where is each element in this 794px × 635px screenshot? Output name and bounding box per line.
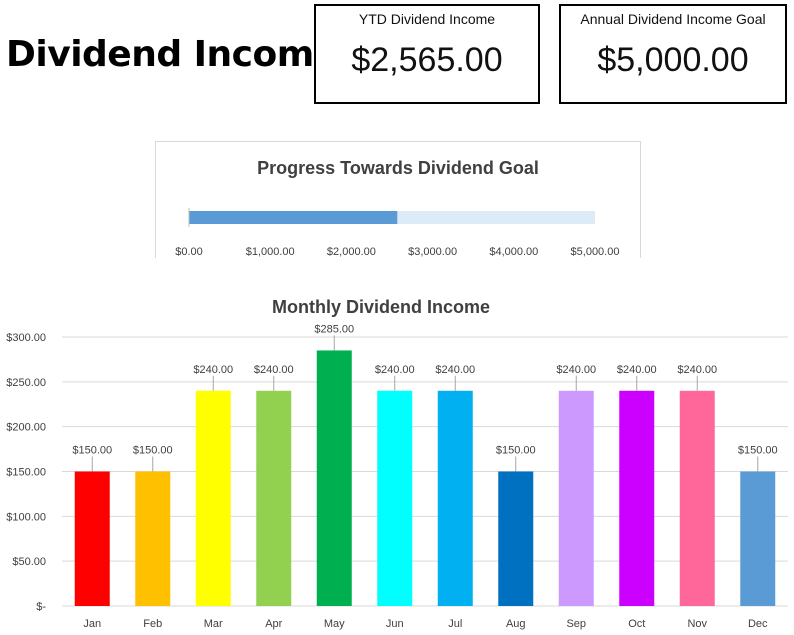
annual-goal-value: $5,000.00 [597,41,749,79]
bar-jan [74,471,110,606]
data-label: $240.00 [677,364,717,376]
y-tick-label: $50.00 [12,556,46,568]
x-tick-label: Apr [265,618,282,630]
progress-chart-title: Progress Towards Dividend Goal [257,158,539,178]
data-label: $240.00 [556,364,596,376]
y-tick-label: $250.00 [6,377,46,389]
progress-x-tick-label: $4,000.00 [489,246,538,258]
x-tick-label: Dec [748,618,768,630]
progress-chart-panel: Progress Towards Dividend Goal $0.00 $1,0… [155,141,641,258]
bar-nov [679,390,715,606]
data-label: $240.00 [254,364,294,376]
data-label: $240.00 [193,364,233,376]
ytd-income-label: YTD Dividend Income [358,11,496,27]
x-tick-label: Feb [143,618,162,630]
data-label: $150.00 [133,445,173,457]
annual-goal-label: Annual Dividend Income Goal [580,11,766,27]
x-tick-label: Mar [204,618,223,630]
bar-may [316,350,352,606]
progress-x-tick-label: $2,000.00 [327,246,376,258]
data-label: $240.00 [617,364,657,376]
bar-dec [740,471,776,606]
x-tick-label: Nov [687,618,707,630]
page-title: Dividend Income [6,34,338,75]
monthly-chart-title: Monthly Dividend Income [272,297,490,317]
y-tick-label: $200.00 [6,422,46,434]
bar-oct [619,390,655,606]
data-label: $285.00 [314,323,354,335]
data-label: $150.00 [496,445,536,457]
progress-x-tick-label: $5,000.00 [571,246,620,258]
x-tick-label: May [324,618,345,630]
bar-jun [377,390,413,606]
x-tick-label: Jan [83,618,101,630]
bar-feb [135,471,171,606]
progress-value-bar [189,211,398,224]
x-tick-label: Aug [506,618,526,630]
x-tick-label: Oct [628,618,645,630]
progress-chart: $0.00 $1,000.00 $2,000.00 $3,000.00 $4,000.0… [175,208,620,258]
bar-apr [256,390,292,606]
bar-aug [498,471,534,606]
progress-x-tick-label: $3,000.00 [408,246,457,258]
bar-mar [195,390,231,606]
data-label: $150.00 [738,445,778,457]
x-tick-label: Sep [566,618,586,630]
monthly-income-chart: Monthly Dividend Income $- $50.00 $100.00 $1… [6,297,788,630]
ytd-income-value: $2,565.00 [351,41,503,79]
y-tick-label: $100.00 [6,511,46,523]
ytd-income-card: YTD Dividend Income $2,565.00 [314,4,540,104]
y-tick-label: $150.00 [6,467,46,479]
x-tick-label: Jul [448,618,462,630]
y-tick-label: $- [36,601,46,613]
bar-sep [558,390,594,606]
progress-x-tick-label: $0.00 [175,246,203,258]
progress-x-tick-label: $1,000.00 [246,246,295,258]
y-tick-label: $300.00 [6,332,46,344]
x-tick-label: Jun [386,618,404,630]
data-label: $150.00 [72,445,112,457]
data-label: $240.00 [375,364,415,376]
annual-goal-card: Annual Dividend Income Goal $5,000.00 [559,4,787,104]
bar-jul [437,390,473,606]
data-label: $240.00 [435,364,475,376]
